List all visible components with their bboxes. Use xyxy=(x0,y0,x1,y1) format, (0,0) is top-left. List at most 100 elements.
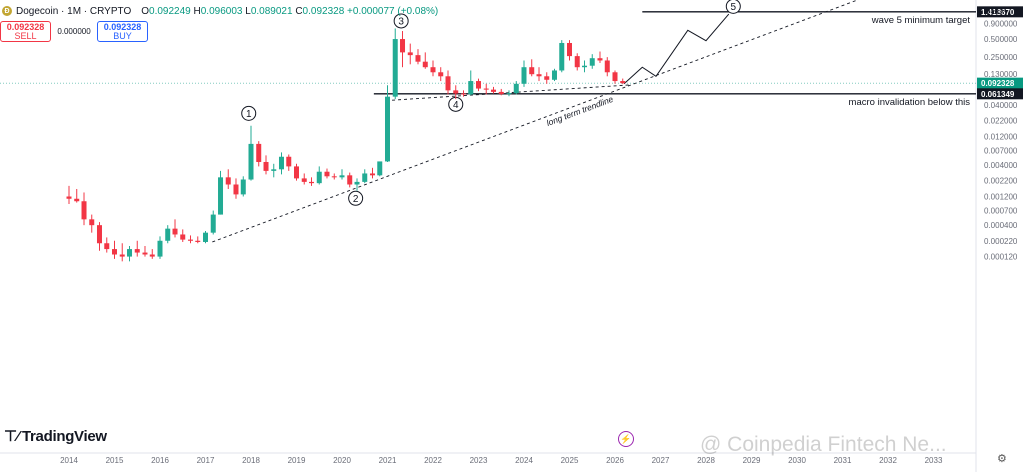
candle-body xyxy=(180,234,186,240)
candle-body xyxy=(620,81,626,84)
candle-body xyxy=(74,198,80,202)
x-tick-label: 2025 xyxy=(561,456,579,465)
x-tick-label: 2017 xyxy=(197,456,215,465)
candle-body xyxy=(165,228,171,241)
candle-body xyxy=(286,156,292,167)
candle-body xyxy=(559,42,565,71)
y-tick-label: 0.130000 xyxy=(984,70,1018,79)
candle-body xyxy=(324,171,330,177)
candle-body xyxy=(529,67,535,75)
candle-body xyxy=(483,88,489,90)
wave-label: 3 xyxy=(398,16,404,27)
candle-body xyxy=(66,196,72,199)
low-label: L xyxy=(245,5,251,17)
candle-body xyxy=(582,65,588,68)
candle-body xyxy=(385,96,390,162)
candle-body xyxy=(438,72,444,77)
candle-body xyxy=(339,175,345,178)
change-value: +0.000077 (+0.08%) xyxy=(347,5,439,17)
trendline xyxy=(392,84,629,101)
candles-layer xyxy=(66,28,626,262)
ohlc-values: O0.092249 H0.096003 L0.089021 C0.092328 … xyxy=(141,6,438,17)
candle-body xyxy=(263,161,269,171)
candle-body xyxy=(347,175,353,185)
candle-body xyxy=(112,249,117,255)
candle-body xyxy=(544,76,550,80)
x-tick-label: 2029 xyxy=(743,456,761,465)
buy-button[interactable]: 0.092328 BUY xyxy=(97,21,148,42)
high-value: 0.096003 xyxy=(200,5,243,17)
x-tick-label: 2024 xyxy=(515,456,533,465)
candle-body xyxy=(513,83,519,94)
x-tick-label: 2033 xyxy=(925,456,943,465)
candle-body xyxy=(445,76,451,91)
low-value: 0.089021 xyxy=(250,5,293,17)
price-label: 1.418670 xyxy=(981,8,1015,17)
candle-body xyxy=(294,166,299,179)
time-axis[interactable]: 2014 2015 2016 2017 2018 2019 2020 2021 2022 2023… xyxy=(0,452,976,465)
x-tick-label: 2014 xyxy=(60,456,78,465)
symbol-title[interactable]: Dogecoin · 1M · CRYPTO xyxy=(16,5,132,17)
candle-body xyxy=(81,201,87,220)
candle-body xyxy=(589,58,595,66)
price-label-bg xyxy=(977,88,1023,100)
buy-label: BUY xyxy=(113,30,132,41)
candle-body xyxy=(248,143,254,180)
candle-body xyxy=(142,252,148,255)
wave-label: 1 xyxy=(246,109,252,120)
x-tick-label: 2031 xyxy=(834,456,852,465)
y-tick-label: 0.000120 xyxy=(984,253,1018,262)
candle-body xyxy=(407,52,413,56)
candle-body xyxy=(127,249,133,257)
x-tick-label: 2023 xyxy=(470,456,488,465)
candle-body xyxy=(301,178,307,182)
candle-body xyxy=(157,240,163,257)
candle-body xyxy=(331,176,337,178)
y-tick-label: 0.250000 xyxy=(984,53,1018,62)
x-tick-label: 2032 xyxy=(879,456,897,465)
y-tick-label: 0.000220 xyxy=(984,237,1018,246)
candle-body xyxy=(460,93,466,95)
symbol-header[interactable]: Ð Dogecoin · 1M · CRYPTO O0.092249 H0.09… xyxy=(0,0,438,22)
candle-body xyxy=(369,173,375,176)
high-label: H xyxy=(193,5,201,17)
candle-body xyxy=(377,161,383,176)
close-label: C xyxy=(295,5,303,17)
close-value: 0.092328 xyxy=(302,5,345,17)
candle-body xyxy=(612,72,618,82)
x-tick-label: 2015 xyxy=(106,456,124,465)
candle-body xyxy=(551,70,557,80)
candle-body xyxy=(521,67,527,84)
candle-body xyxy=(506,93,512,95)
buy-price: 0.092328 xyxy=(103,21,142,32)
sell-button[interactable]: 0.092328 SELL xyxy=(0,21,51,42)
price-label: 0.061349 xyxy=(981,90,1015,99)
y-tick-label: 0.004000 xyxy=(984,161,1018,170)
tradingview-logo[interactable]: ⊤⁄ TradingView xyxy=(4,427,107,446)
candle-body xyxy=(567,42,572,57)
candle-body xyxy=(96,225,102,244)
candle-body xyxy=(430,67,436,73)
y-tick-label: 0.900000 xyxy=(984,20,1018,29)
wave-label: 5 xyxy=(731,2,737,13)
candle-body xyxy=(172,228,178,235)
candle-body xyxy=(104,243,110,250)
candle-body xyxy=(574,56,580,68)
candle-body xyxy=(604,60,610,73)
wave-label-circle xyxy=(241,105,257,121)
sell-price: 0.092328 xyxy=(6,21,45,32)
candle-body xyxy=(134,249,140,253)
flash-icon[interactable]: ⚡ xyxy=(618,431,634,447)
y-tick-label: 0.000400 xyxy=(984,221,1018,230)
settings-icon[interactable]: ⚙ xyxy=(997,453,1007,465)
wave-label-circle xyxy=(393,13,409,29)
trendline xyxy=(212,0,859,243)
candle-body xyxy=(187,239,193,241)
x-tick-label: 2019 xyxy=(288,456,306,465)
wave-label: 2 xyxy=(353,194,359,205)
candle-body xyxy=(498,91,504,94)
price-axis[interactable]: 3.0000000.9000000.5000000.2500000.130000… xyxy=(975,0,1018,472)
currency-selector[interactable]: USD xyxy=(984,6,1004,16)
